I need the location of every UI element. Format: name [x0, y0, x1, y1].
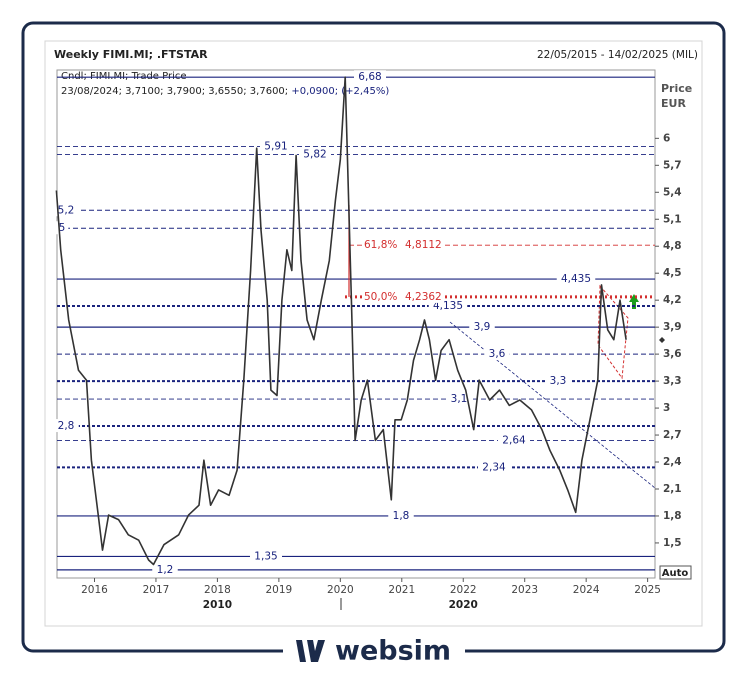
level-label-bg [484, 347, 510, 361]
y-tick-label: 3 [663, 402, 670, 414]
y-tick-label: 2,4 [663, 456, 682, 468]
level-label: 3,9 [474, 321, 491, 333]
level-label-bg [250, 549, 282, 563]
level-label-bg [152, 562, 178, 576]
level-label-bg [498, 433, 530, 447]
subtitle: Cndl; FIMI.MI; Trade Price [61, 71, 187, 82]
level-label: 4,435 [561, 273, 591, 285]
auto-button[interactable] [659, 565, 692, 580]
y-tick-label: 4,5 [663, 267, 682, 279]
y-label: Price [661, 82, 692, 95]
level-label: 6,68 [358, 71, 381, 83]
x-tick-label: 2022 [450, 584, 477, 596]
y-tick-label: 5,4 [663, 186, 682, 198]
x-tick-label: 2020 [327, 584, 354, 596]
y-tick-label: 5,1 [663, 213, 682, 225]
fib-ratio: 61,8% [364, 239, 397, 251]
chart-title: Weekly FIMI.MI; .FTSTAR [54, 48, 208, 61]
x-tick-label: 2025 [634, 584, 661, 596]
fib-label: 4,8112 [405, 239, 442, 251]
red-triangle [597, 284, 629, 380]
x-tick-label: 2019 [266, 584, 293, 596]
logo-icon [296, 640, 325, 662]
x-tick-label: 2021 [388, 584, 415, 596]
level-label-bg [53, 419, 79, 433]
x-tick-label: 2016 [81, 584, 108, 596]
level-label-bg [53, 203, 79, 217]
x-tick-label: 2017 [143, 584, 170, 596]
up-arrow [629, 294, 639, 309]
price-line [55, 76, 627, 566]
fib-label: 4,2362 [405, 291, 442, 303]
level-label: 1,8 [393, 510, 410, 522]
level-label-bg [556, 272, 596, 286]
y-unit: EUR [661, 97, 686, 110]
level-label: 4,135 [433, 300, 463, 312]
decade-label: 2020 [449, 599, 478, 611]
brand: websim [335, 636, 451, 667]
level-label: 2,64 [502, 434, 526, 446]
y-tick-label: 2,7 [663, 429, 682, 441]
decade-label: 2010 [203, 599, 232, 611]
level-label-bg [260, 139, 292, 153]
y-tick-label: 1,8 [663, 510, 682, 522]
ohlc-info: 23/08/2024; 3,7100; 3,7900; 3,6550; 3,76… [61, 86, 389, 97]
level-label: 5,2 [58, 204, 75, 216]
fib-label-bg [362, 289, 442, 303]
y-tick-label: 1,5 [663, 537, 682, 549]
scale-mode[interactable]: Auto [662, 568, 689, 579]
level-label: 2,8 [58, 420, 75, 432]
y-tick-label: 6 [663, 132, 670, 144]
marker-diamond [659, 337, 665, 343]
change-values: +0,0900; (+2,45%) [291, 86, 389, 97]
level-label: 5,82 [303, 149, 326, 161]
x-tick-label: 2018 [204, 584, 231, 596]
level-label: 5,91 [264, 140, 287, 152]
level-label: 1,2 [157, 564, 174, 576]
level-label: 2,34 [482, 461, 506, 473]
level-label: 3,1 [451, 393, 468, 405]
level-label-bg [469, 320, 495, 334]
plot-content: 1,5 1,8 2,1 2,4 2,7 3 3,3 3,6 3,9 4,2 4,5 4,8 5,1 5,4… [53, 70, 682, 611]
level-label: 3,6 [489, 348, 506, 360]
level-label: 3,3 [550, 375, 567, 387]
level-label: 5 [59, 222, 66, 234]
level-label-bg [446, 392, 472, 406]
y-tick-label: 3,6 [663, 348, 682, 360]
level-label-bg [354, 70, 386, 84]
y-tick-label: 2,1 [663, 483, 682, 495]
level-label: 1,35 [254, 550, 277, 562]
ohlc-values: 23/08/2024; 3,7100; 3,7900; 3,6550; 3,76… [61, 86, 288, 97]
y-tick-label: 3,3 [663, 375, 682, 387]
fib-ratio: 50,0% [364, 291, 397, 303]
fib-label-bg [362, 238, 442, 252]
date-range: 22/05/2015 - 14/02/2025 (MIL) [537, 49, 698, 61]
level-label-bg [299, 147, 331, 161]
level-label-bg [388, 508, 414, 522]
level-label-bg [545, 374, 571, 388]
trend-line [449, 321, 656, 489]
y-tick-label: 5,7 [663, 159, 682, 171]
level-label-bg [478, 460, 510, 474]
y-tick-label: 4,8 [663, 240, 682, 252]
y-tick-label: 4,2 [663, 294, 682, 306]
x-tick-label: 2024 [573, 584, 600, 596]
y-tick-label: 3,9 [663, 321, 682, 333]
x-tick-label: 2023 [511, 584, 538, 596]
